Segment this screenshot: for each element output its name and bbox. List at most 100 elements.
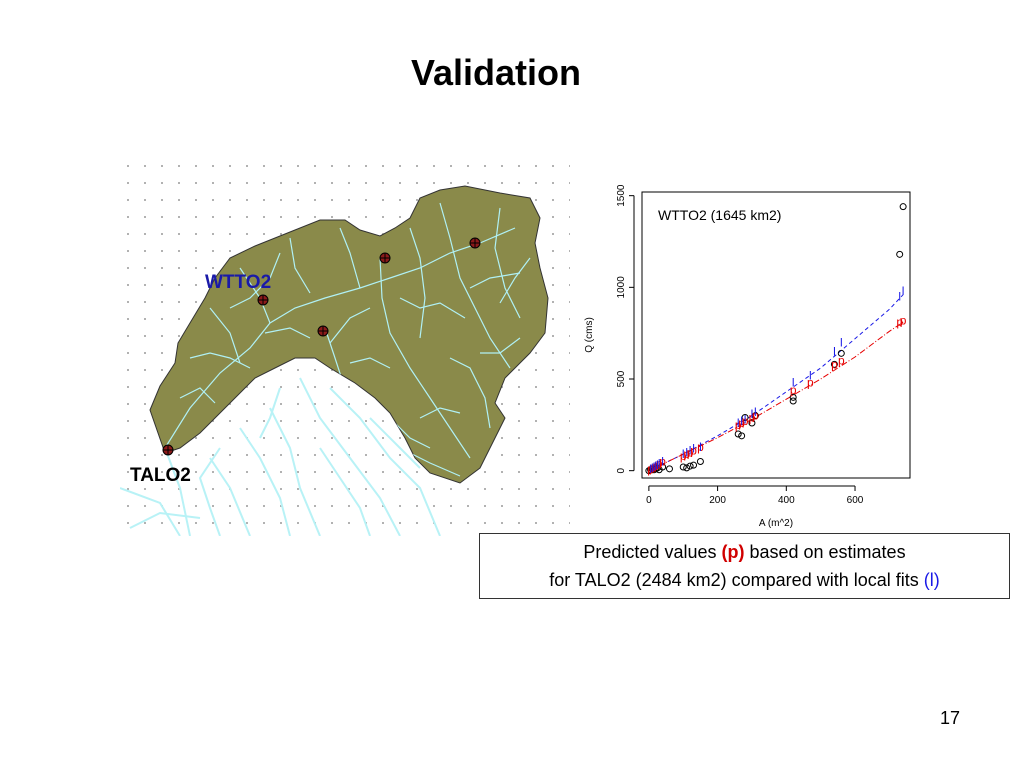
gauge-marker-wtto2[interactable]	[257, 294, 269, 306]
observed-point	[789, 397, 797, 405]
observed-point	[789, 393, 797, 401]
predicted-point: p	[749, 411, 756, 425]
y-axis-label: Q (cms)	[584, 317, 595, 353]
caption-box: Predicted values (p) based on estimates …	[479, 533, 1010, 599]
local-fit-point: l	[902, 284, 905, 298]
local-fit-point: l	[809, 368, 812, 382]
local-fit-point: l	[658, 456, 661, 470]
y-tick-label: 0	[616, 467, 627, 473]
predicted-point: p	[838, 354, 845, 368]
local-fit-point: l	[651, 461, 654, 475]
observed-point	[686, 462, 694, 470]
predicted-point: p	[656, 456, 663, 470]
x-tick-label: 0	[646, 495, 652, 506]
predicted-point: p	[649, 461, 656, 475]
predicted-point: p	[687, 445, 694, 459]
x-tick-label: 400	[778, 495, 795, 506]
page-number: 17	[939, 708, 960, 728]
gauge-marker[interactable]	[379, 252, 391, 264]
observed-point	[748, 419, 756, 427]
observed-point	[899, 203, 907, 211]
slide-title: Validation	[410, 52, 582, 93]
caption-text: Predicted values	[583, 542, 722, 562]
observed-point	[896, 250, 904, 258]
predicted-point: p	[896, 315, 903, 329]
predicted-point: p	[790, 383, 797, 397]
local-fit-point: l	[653, 460, 656, 474]
y-tick-label: 1500	[616, 184, 627, 207]
y-tick-label: 1000	[616, 276, 627, 299]
x-tick-label: 600	[847, 495, 864, 506]
y-tick-label: 500	[616, 370, 627, 387]
gauge-marker[interactable]	[317, 325, 329, 337]
plot-frame	[641, 191, 911, 479]
x-tick-label: 200	[709, 495, 726, 506]
gauge-markers	[162, 237, 481, 456]
predicted-point: p	[647, 462, 654, 476]
observed-point	[653, 464, 661, 472]
caption-line-2: for TALO2 (2484 km2) compared with local…	[480, 566, 1009, 594]
predicted-point: p	[735, 418, 742, 432]
downstream-streams	[119, 377, 441, 537]
predicted-point: p	[831, 357, 838, 371]
local-fit-point: l	[649, 462, 652, 476]
local-fit-point: l	[898, 290, 901, 304]
local-fit-line	[648, 294, 904, 472]
observed-point	[751, 412, 759, 420]
observed-point	[741, 414, 749, 421]
caption-line-1: Predicted values (p) based on estimates	[480, 538, 1009, 566]
local-fit-point: l	[699, 440, 702, 454]
caption-predicted-marker: (p)	[721, 542, 745, 562]
local-fit-point: l	[689, 444, 692, 458]
local-fit-point: l	[754, 405, 757, 419]
observed-point	[696, 458, 704, 465]
predicted-point: p	[697, 440, 704, 454]
local-fit-point: l	[737, 416, 740, 430]
predicted-point: p	[807, 376, 814, 390]
local-fit-point: l	[656, 458, 659, 472]
predicted-point: p	[742, 414, 749, 428]
observed-point	[659, 463, 667, 471]
axes: 0 200 400 600 0 500 1000 1500	[616, 184, 864, 506]
predicted-point: p	[690, 444, 697, 458]
predicted-point: p	[651, 460, 658, 474]
caption-text: for TALO2 (2484 km2) compared with local…	[549, 570, 924, 590]
watershed-map	[119, 158, 570, 537]
local-fit-point: l	[744, 412, 747, 426]
chart-annotation: WTTO2 (1645 km2)	[658, 207, 781, 223]
observed-point	[734, 430, 742, 438]
wtto2-label: WTTO2	[205, 272, 272, 293]
predicted-point: p	[659, 455, 666, 469]
caption-local-marker: (l)	[923, 570, 940, 590]
observed-point	[830, 360, 838, 368]
local-fit-point: l	[740, 414, 743, 428]
gauge-marker-talo2[interactable]	[162, 444, 174, 456]
local-fit-point: l	[682, 447, 685, 461]
observed-point	[690, 461, 698, 469]
local-fit-point: l	[661, 455, 664, 469]
predicted-fit-line	[648, 321, 904, 472]
observed-point	[837, 349, 845, 357]
predicted-point: p	[738, 416, 745, 430]
observed-point	[683, 464, 691, 472]
talo2-label: TALO2	[130, 465, 191, 486]
local-fit-point: l	[840, 335, 843, 349]
local-fit-point: l	[833, 345, 836, 359]
observed-point	[679, 463, 687, 471]
predicted-point: p	[680, 449, 687, 463]
predicted-point: p	[752, 409, 759, 423]
local-fit-point: l	[792, 376, 795, 390]
local-fit-point: l	[692, 442, 695, 456]
local-fit-point: l	[751, 407, 754, 421]
watershed-area	[149, 185, 549, 484]
predicted-point: p	[683, 447, 690, 461]
predicted-point: p	[652, 459, 659, 473]
observed-point	[738, 432, 746, 440]
watershed-map-svg	[119, 158, 570, 537]
predicted-point: p	[900, 313, 907, 327]
scatter-chart: WTTO2 (1645 km2) A (m^2) Q (cms) 0 200 400…	[578, 172, 923, 532]
local-fit-point: l	[654, 459, 657, 473]
gauge-marker[interactable]	[469, 237, 481, 249]
local-fit-point: l	[685, 445, 688, 459]
